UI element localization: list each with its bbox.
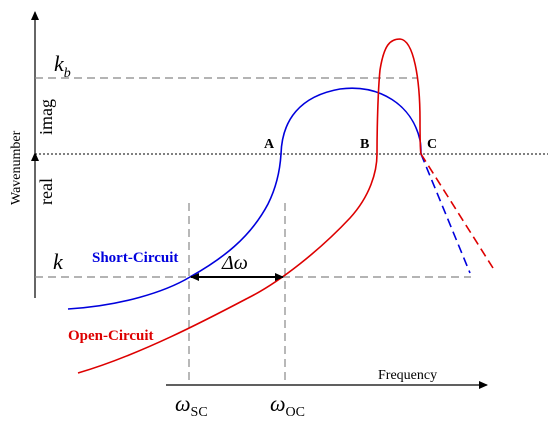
point-a-label: A	[264, 137, 275, 152]
point-b-label: B	[360, 137, 369, 152]
point-c-label: C	[427, 137, 437, 152]
omega-oc-label: ωOC	[270, 391, 305, 420]
short-circuit-extension	[420, 153, 471, 274]
real-label: real	[36, 178, 56, 205]
open-circuit-extension	[420, 153, 494, 269]
frequency-label: Frequency	[378, 368, 437, 383]
vertical-axis-label: Wavenumber	[9, 130, 24, 205]
k-label: k	[53, 249, 64, 274]
imag-label: imag	[36, 99, 56, 135]
delta-omega-label: Δω	[221, 252, 248, 274]
open-circuit-label: Open-Circuit	[68, 328, 154, 344]
kb-label: kb	[54, 51, 71, 81]
short-circuit-curve	[67, 87, 422, 310]
omega-sc-label: ωSC	[175, 391, 208, 420]
open-circuit-curve	[77, 38, 422, 374]
short-circuit-label: Short-Circuit	[92, 250, 178, 266]
